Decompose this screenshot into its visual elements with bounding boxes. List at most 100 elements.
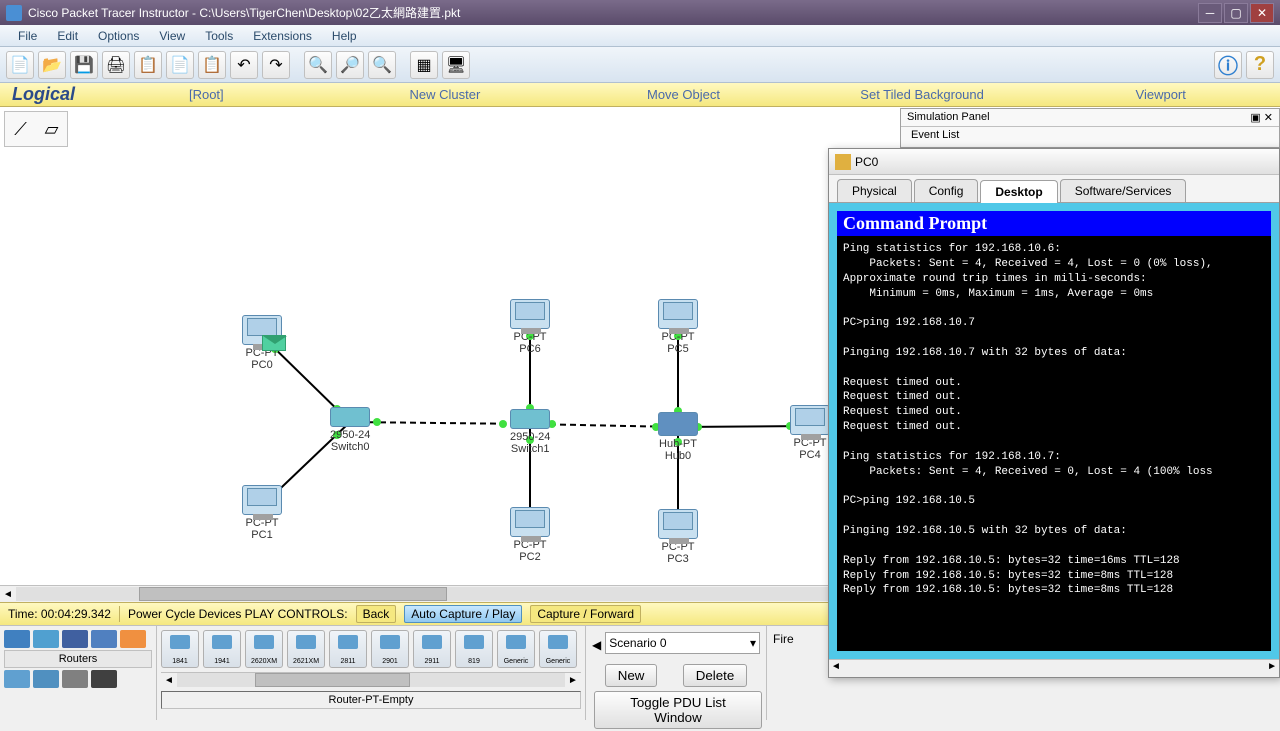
model-2901[interactable]: 2901 bbox=[371, 630, 409, 668]
tool-btn-10[interactable]: 🔍 bbox=[304, 51, 332, 79]
tool-btn-8[interactable]: ↷ bbox=[262, 51, 290, 79]
play-back-button[interactable]: Back bbox=[356, 605, 397, 623]
mode-new-cluster[interactable]: New Cluster bbox=[326, 87, 565, 102]
tool-btn-1[interactable]: 📂 bbox=[38, 51, 66, 79]
sim-panel-controls[interactable]: ▣ ✕ bbox=[1250, 111, 1273, 124]
cat-connections-icon[interactable] bbox=[120, 630, 146, 648]
toolbar: 📄📂💾🖨📋📄📋↶↷🔍🔎🔍▦🖥ⓘ? bbox=[0, 47, 1280, 83]
scenario-nav-icon[interactable]: ◀ bbox=[592, 638, 601, 652]
command-prompt-window[interactable]: Command Prompt Ping statistics for 192.1… bbox=[837, 211, 1271, 651]
pc-tab-desktop[interactable]: Desktop bbox=[980, 180, 1057, 203]
pdu-envelope-icon[interactable] bbox=[262, 335, 286, 351]
cat-hubs-icon[interactable] bbox=[62, 630, 88, 648]
model-2911[interactable]: 2911 bbox=[413, 630, 451, 668]
device-pc1[interactable]: PC-PTPC1 bbox=[242, 485, 282, 541]
device-name-label: PC2 bbox=[510, 551, 550, 563]
tool-btn-6[interactable]: 📋 bbox=[198, 51, 226, 79]
pc-window-hscroll[interactable] bbox=[829, 659, 1279, 677]
scenario-combo[interactable]: Scenario 0▾ bbox=[605, 632, 760, 654]
model-819[interactable]: 819 bbox=[455, 630, 493, 668]
cat-custom-icon[interactable] bbox=[62, 670, 88, 688]
device-type-label: 2950-24 bbox=[510, 431, 550, 443]
cmd-output[interactable]: Ping statistics for 192.168.10.6: Packet… bbox=[837, 236, 1271, 604]
model-1941[interactable]: 1941 bbox=[203, 630, 241, 668]
device-models[interactable]: 184119412620XM2621XM281129012911819Gener… bbox=[156, 626, 586, 720]
device-pc4[interactable]: PC-PTPC4 bbox=[790, 405, 830, 461]
pc-tab-softwareservices[interactable]: Software/Services bbox=[1060, 179, 1187, 202]
device-pc3[interactable]: PC-PTPC3 bbox=[658, 509, 698, 565]
capture-forward-button[interactable]: Capture / Forward bbox=[530, 605, 641, 623]
model-generic[interactable]: Generic bbox=[497, 630, 535, 668]
tool-btn-14[interactable]: ▦ bbox=[410, 51, 438, 79]
tool-btn-4[interactable]: 📋 bbox=[134, 51, 162, 79]
cat-routers-icon[interactable] bbox=[4, 630, 30, 648]
pc0-window[interactable]: PC0 PhysicalConfigDesktopSoftware/Servic… bbox=[828, 148, 1280, 678]
sim-panel-title: Simulation Panel bbox=[907, 111, 990, 124]
device-categories[interactable]: Routers bbox=[0, 626, 156, 720]
device-switch1[interactable]: 2950-24Switch1 bbox=[510, 409, 550, 455]
device-pc2[interactable]: PC-PTPC2 bbox=[510, 507, 550, 563]
cat-wan-icon[interactable] bbox=[33, 670, 59, 688]
help-icon[interactable]: ? bbox=[1246, 51, 1274, 79]
pc-desktop-area: Command Prompt Ping statistics for 192.1… bbox=[829, 203, 1279, 659]
info-icon[interactable]: ⓘ bbox=[1214, 51, 1242, 79]
pc-icon bbox=[790, 405, 830, 435]
titlebar: Cisco Packet Tracer Instructor - C:\User… bbox=[0, 0, 1280, 25]
maximize-button[interactable]: ▢ bbox=[1224, 3, 1248, 23]
cat-wireless-icon[interactable] bbox=[91, 630, 117, 648]
minimize-button[interactable]: ─ bbox=[1198, 3, 1222, 23]
mode-root[interactable]: [Root] bbox=[87, 87, 326, 102]
menu-options[interactable]: Options bbox=[88, 27, 149, 45]
model-1841[interactable]: 1841 bbox=[161, 630, 199, 668]
device-name-label: Switch0 bbox=[330, 441, 370, 453]
modebar: Logical [Root] New Cluster Move Object S… bbox=[0, 83, 1280, 107]
device-hub0[interactable]: Hub-PTHub0 bbox=[658, 412, 698, 462]
tool-btn-15[interactable]: 🖥 bbox=[442, 51, 470, 79]
scenario-delete-button[interactable]: Delete bbox=[683, 664, 748, 687]
close-button[interactable]: ✕ bbox=[1250, 3, 1274, 23]
auto-capture-button[interactable]: Auto Capture / Play bbox=[404, 605, 522, 623]
model-2620xm[interactable]: 2620XM bbox=[245, 630, 283, 668]
mode-viewport[interactable]: Viewport bbox=[1041, 87, 1280, 102]
pc-tab-physical[interactable]: Physical bbox=[837, 179, 912, 202]
cat-end-icon[interactable] bbox=[4, 670, 30, 688]
model-2621xm[interactable]: 2621XM bbox=[287, 630, 325, 668]
app-icon bbox=[6, 5, 22, 21]
toggle-pdu-button[interactable]: Toggle PDU List Window bbox=[594, 691, 762, 729]
tool-btn-12[interactable]: 🔍 bbox=[368, 51, 396, 79]
tool-btn-3[interactable]: 🖨 bbox=[102, 51, 130, 79]
mode-move-object[interactable]: Move Object bbox=[564, 87, 803, 102]
menu-file[interactable]: File bbox=[8, 27, 47, 45]
pc-tab-config[interactable]: Config bbox=[914, 179, 979, 202]
scenario-new-button[interactable]: New bbox=[605, 664, 658, 687]
pc-window-titlebar[interactable]: PC0 bbox=[829, 149, 1279, 175]
device-name-label: Hub0 bbox=[658, 450, 698, 462]
tool-btn-2[interactable]: 💾 bbox=[70, 51, 98, 79]
menu-help[interactable]: Help bbox=[322, 27, 367, 45]
device-pc5[interactable]: PC-PTPC5 bbox=[658, 299, 698, 355]
menu-edit[interactable]: Edit bbox=[47, 27, 88, 45]
device-type-label: 2950-24 bbox=[330, 429, 370, 441]
mode-logical[interactable]: Logical bbox=[0, 84, 87, 105]
models-hscroll[interactable]: ◄► bbox=[161, 672, 581, 687]
menu-view[interactable]: View bbox=[149, 27, 195, 45]
device-pc6[interactable]: PC-PTPC6 bbox=[510, 299, 550, 355]
mode-tiled-bg[interactable]: Set Tiled Background bbox=[803, 87, 1042, 102]
device-switch0[interactable]: 2950-24Switch0 bbox=[330, 407, 370, 453]
cat-switches-icon[interactable] bbox=[33, 630, 59, 648]
menu-extensions[interactable]: Extensions bbox=[243, 27, 322, 45]
cat-multiuser-icon[interactable] bbox=[91, 670, 117, 688]
sim-time: Time: 00:04:29.342 bbox=[8, 607, 111, 621]
tool-btn-5[interactable]: 📄 bbox=[166, 51, 194, 79]
scenario-panel: ◀ Scenario 0▾ New Delete Toggle PDU List… bbox=[586, 626, 766, 720]
menu-tools[interactable]: Tools bbox=[195, 27, 243, 45]
window-title: Cisco Packet Tracer Instructor - C:\User… bbox=[28, 4, 460, 21]
tool-btn-0[interactable]: 📄 bbox=[6, 51, 34, 79]
scroll-left-icon[interactable]: ◄ bbox=[0, 589, 16, 600]
tool-btn-11[interactable]: 🔎 bbox=[336, 51, 364, 79]
switch-icon bbox=[510, 409, 550, 429]
tool-btn-7[interactable]: ↶ bbox=[230, 51, 258, 79]
model-2811[interactable]: 2811 bbox=[329, 630, 367, 668]
model-generic[interactable]: Generic bbox=[539, 630, 577, 668]
simulation-panel[interactable]: Simulation Panel ▣ ✕ Event List bbox=[900, 108, 1280, 148]
